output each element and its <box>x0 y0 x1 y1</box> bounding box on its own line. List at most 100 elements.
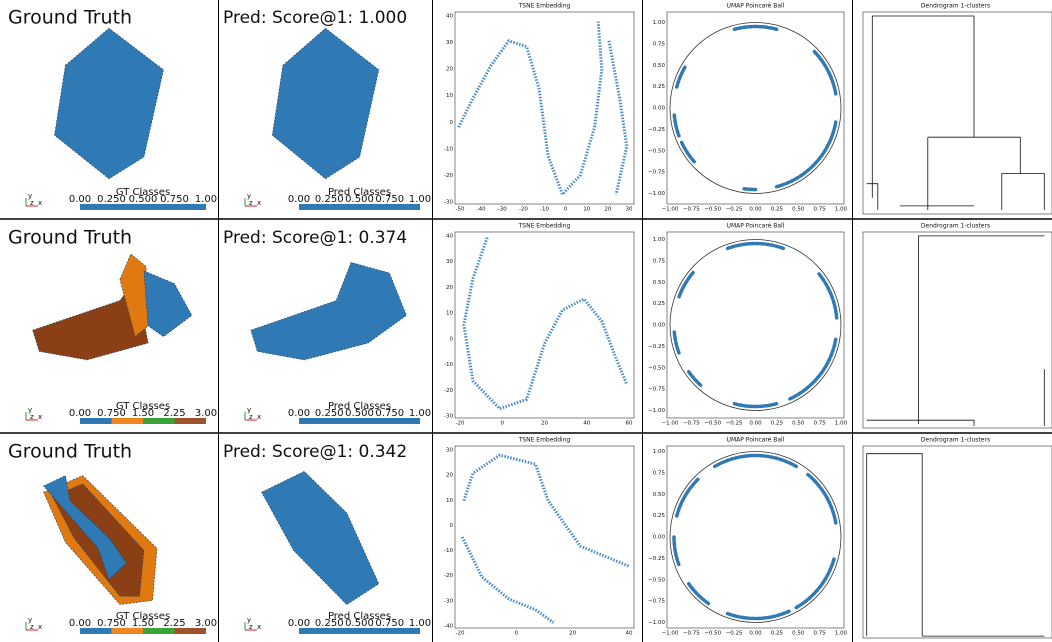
colorbar-tick: 0.250 <box>315 194 344 205</box>
x-tick-label: 0.50 <box>792 207 805 213</box>
x-tick-label: -10 <box>540 207 549 213</box>
plot-title: Dendrogram 1-clusters <box>921 3 990 10</box>
plot-frame <box>454 11 635 205</box>
y-tick-label: −0.75 <box>648 170 665 176</box>
x-tick-label: 10 <box>583 207 590 213</box>
y-tick-label: −0.75 <box>648 387 665 393</box>
embedding-points <box>774 120 838 189</box>
colorbar-segment <box>299 418 420 424</box>
x-tick-label: −1.00 <box>662 421 679 427</box>
triad-label: z <box>249 413 253 421</box>
triad-label: y <box>247 616 251 624</box>
embedding-points <box>672 535 681 567</box>
plot-title: TSNE Embedding <box>518 3 571 10</box>
embedding-points <box>672 113 681 138</box>
colorbar-tick: 3.00 <box>195 618 217 629</box>
triad-label: z <box>249 199 253 207</box>
y-tick-label: 30 <box>446 40 453 46</box>
y-tick-label: 10 <box>446 311 453 317</box>
colorbar-label: GT Classes <box>116 611 170 622</box>
dendrogram-link <box>1001 137 1021 210</box>
embedding-points <box>607 40 629 195</box>
x-tick-label: 0.25 <box>771 631 784 637</box>
y-tick-label: -10 <box>444 548 453 554</box>
x-tick-label: 0.50 <box>792 631 805 637</box>
dendrogram-link <box>866 419 975 426</box>
colorbar-segment <box>111 418 143 424</box>
embedding-points <box>806 472 838 525</box>
y-tick-label: −0.50 <box>648 148 665 154</box>
colorbar-segment <box>299 628 420 634</box>
colorbar-segment <box>80 204 206 210</box>
colorbar-tick: 0.750 <box>375 408 404 419</box>
y-tick-label: -30 <box>444 414 453 420</box>
y-tick-label: 0.75 <box>653 41 666 47</box>
panel-title: Ground Truth <box>8 441 132 463</box>
y-tick-label: 0.00 <box>653 323 666 329</box>
x-tick-label: 30 <box>626 207 633 213</box>
x-tick-label: -20 <box>456 631 465 637</box>
dendrogram-link <box>871 15 975 198</box>
x-tick-label: 20 <box>604 207 611 213</box>
plot-title: UMAP Poincaré Ball <box>727 3 785 10</box>
plot-frame <box>862 11 1052 215</box>
triad-label: x <box>38 199 42 207</box>
panel-title: Pred: Score@1: 1.000 <box>223 8 407 28</box>
dendrogram-link <box>866 183 879 210</box>
point-cloud <box>261 471 380 605</box>
x-tick-label: −0.50 <box>704 631 721 637</box>
y-tick-label: 40 <box>446 14 453 20</box>
y-tick-label: 0.75 <box>653 470 666 476</box>
colorbar-segment <box>299 204 420 210</box>
y-tick-label: -30 <box>444 200 453 206</box>
colorbar-tick: 1.00 <box>195 194 217 205</box>
x-tick-label: −0.50 <box>704 207 721 213</box>
point-cloud <box>43 475 127 581</box>
poincare-ball <box>669 239 842 411</box>
x-tick-label: 0.75 <box>814 631 827 637</box>
embedding-points <box>816 270 839 320</box>
colorbar-tick: 0.750 <box>97 618 126 629</box>
x-tick-label: 1.00 <box>835 421 848 427</box>
y-tick-label: 20 <box>446 67 453 73</box>
triad-label: x <box>38 623 42 631</box>
poincare-ball <box>669 451 842 623</box>
triad-label: z <box>30 623 34 631</box>
colorbar-tick: 1.50 <box>132 408 154 419</box>
y-tick-label: 0.50 <box>653 280 666 286</box>
plot-frame <box>862 445 1052 639</box>
plot-title: UMAP Poincaré Ball <box>727 437 785 444</box>
colorbar-tick: 3.00 <box>195 408 217 419</box>
y-tick-label: 20 <box>446 473 453 479</box>
embedding-points <box>686 581 711 606</box>
colorbar-label: Pred Classes <box>328 611 391 622</box>
triad-label: y <box>247 406 251 414</box>
plot-frame <box>666 231 845 419</box>
y-tick-label: −1.00 <box>648 191 665 197</box>
embedding-points <box>788 337 838 401</box>
y-tick-label: 1.00 <box>653 237 666 243</box>
colorbar-tick: 0.750 <box>97 408 126 419</box>
y-tick-label: -40 <box>444 624 453 630</box>
plot-frame <box>454 445 635 629</box>
y-tick-label: 0.00 <box>653 106 666 112</box>
y-tick-label: 0.50 <box>653 492 666 498</box>
y-tick-label: -10 <box>444 362 453 368</box>
y-tick-label: −1.00 <box>648 620 665 626</box>
x-tick-label: 0.00 <box>749 421 762 427</box>
x-tick-label: -40 <box>477 207 486 213</box>
triad-label: y <box>28 406 32 414</box>
colorbar-segment <box>143 628 175 634</box>
y-tick-label: 0 <box>450 120 454 126</box>
embedding-points <box>679 140 697 165</box>
y-tick-label: −0.25 <box>648 556 665 562</box>
x-tick-label: 60 <box>626 421 633 427</box>
embedding-points <box>713 453 798 469</box>
triad-label: x <box>257 623 261 631</box>
colorbar-tick: 0.750 <box>160 194 189 205</box>
colorbar-label: GT Classes <box>116 401 170 412</box>
poincare-ball <box>669 22 842 194</box>
embedding-points <box>457 21 604 196</box>
y-tick-label: 1.00 <box>653 20 666 26</box>
